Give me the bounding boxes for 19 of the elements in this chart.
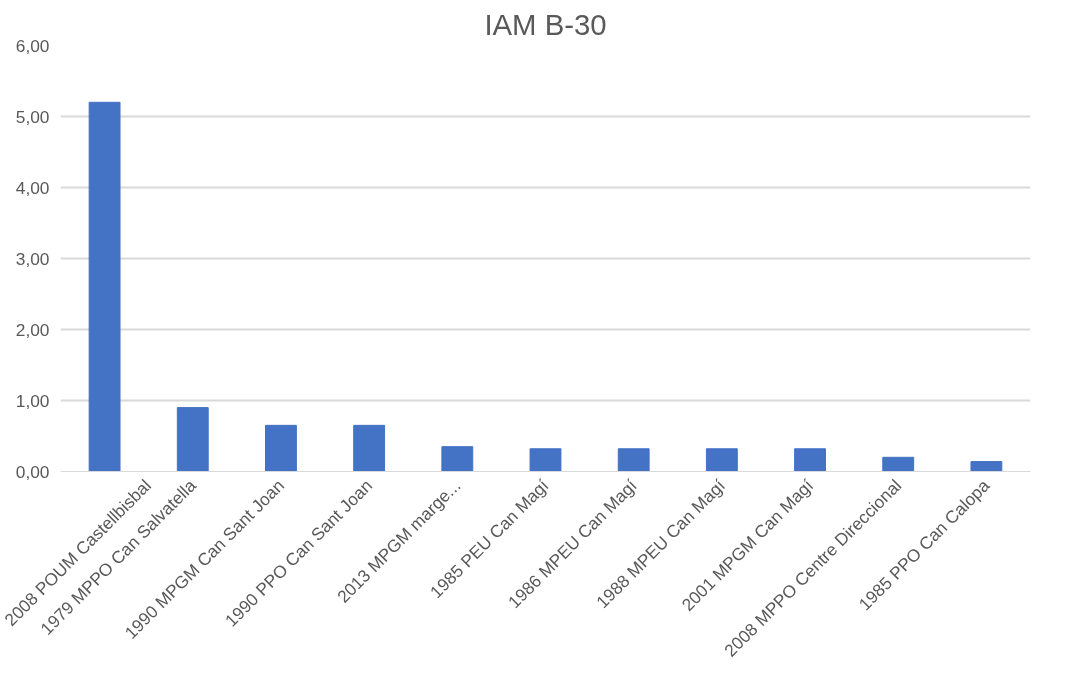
bar (529, 448, 562, 472)
bar (176, 407, 209, 472)
bar (88, 101, 121, 472)
y-tick-label: 4,00 (15, 177, 50, 198)
bar (353, 424, 386, 472)
bar (794, 448, 826, 472)
y-tick-label: 6,00 (15, 35, 50, 56)
y-tick-label: 2,00 (15, 319, 50, 340)
y-tick-label: 0,00 (15, 461, 50, 482)
bar (441, 446, 474, 472)
bar (970, 461, 1003, 472)
y-tick-label: 1,00 (15, 390, 50, 411)
bar (882, 456, 915, 472)
bar (617, 448, 650, 472)
bar (265, 424, 297, 472)
y-tick-label: 3,00 (15, 248, 50, 269)
bar (705, 448, 738, 472)
y-tick-label: 5,00 (15, 106, 50, 127)
chart-title: IAM B-30 (484, 7, 607, 41)
